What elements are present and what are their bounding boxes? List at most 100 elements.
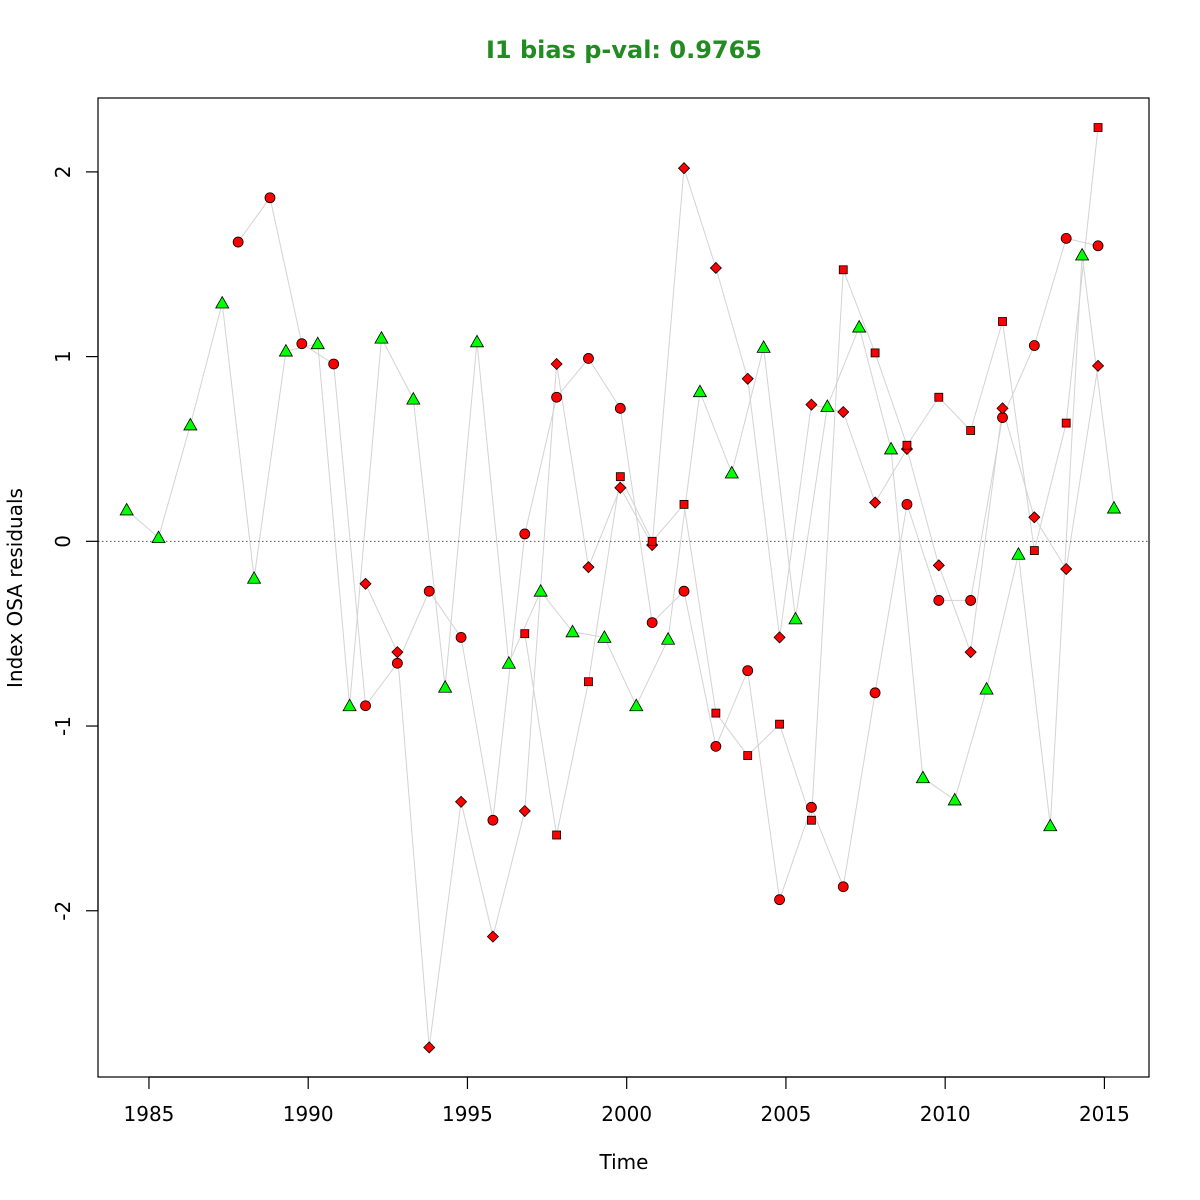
- data-point-triangle: [851, 319, 867, 333]
- data-point-square: [775, 719, 784, 729]
- data-point-diamond: [423, 1041, 436, 1054]
- data-point-square: [552, 830, 562, 840]
- data-point-triangle: [597, 630, 612, 643]
- data-point-square: [807, 815, 816, 825]
- y-tick-label: 0: [51, 535, 75, 548]
- data-point-diamond: [964, 646, 977, 659]
- data-point-diamond: [773, 631, 786, 644]
- data-point-diamond: [582, 561, 595, 574]
- data-point-circle: [837, 881, 849, 893]
- data-point-diamond: [518, 804, 531, 818]
- data-point-square: [838, 265, 848, 275]
- data-point-triangle: [183, 417, 198, 431]
- data-point-diamond: [741, 372, 754, 385]
- series-line-diamond: [365, 168, 1099, 1048]
- data-point-square: [743, 751, 753, 760]
- y-axis: -2 -1 0 1 2: [51, 166, 99, 921]
- data-point-triangle: [1074, 247, 1090, 261]
- data-point-diamond: [805, 398, 818, 411]
- data-point-circle: [1060, 232, 1072, 244]
- y-axis-label: Index OSA residuals: [3, 488, 27, 688]
- data-point-square: [615, 472, 625, 482]
- plot-frame: [97, 97, 1150, 1078]
- data-point-triangle: [979, 681, 994, 695]
- data-point-circle: [264, 192, 276, 204]
- data-point-circle: [901, 498, 913, 510]
- data-point-diamond: [391, 646, 404, 659]
- data-point-triangle: [788, 611, 803, 625]
- data-point-triangle: [374, 330, 389, 344]
- data-point-triangle: [947, 792, 962, 806]
- data-point-circle: [678, 585, 690, 597]
- data-point-diamond: [869, 496, 882, 509]
- data-point-diamond: [932, 559, 945, 572]
- data-point-diamond: [614, 481, 627, 494]
- data-point-square: [679, 499, 689, 509]
- data-point-triangle: [151, 530, 166, 544]
- data-point-triangle: [119, 502, 134, 516]
- data-point-circle: [360, 700, 371, 712]
- x-tick-label: 1990: [283, 1102, 334, 1126]
- data-point-triangle: [820, 399, 835, 412]
- data-point-triangle: [1043, 818, 1058, 832]
- data-point-triangle: [342, 698, 357, 712]
- data-point-triangle: [278, 343, 294, 357]
- data-point-circle: [455, 631, 467, 643]
- series-line-triangle: [126, 254, 1115, 826]
- data-point-triangle: [724, 465, 739, 479]
- data-point-circle: [519, 528, 531, 540]
- data-point-circle: [933, 595, 945, 606]
- data-point-square: [711, 708, 721, 718]
- data-point-square: [520, 629, 530, 639]
- data-point-circle: [551, 391, 563, 403]
- x-tick-label: 2000: [601, 1102, 652, 1126]
- series-markers: [119, 123, 1122, 1054]
- data-point-triangle: [469, 334, 485, 348]
- x-tick-label: 2005: [760, 1102, 811, 1126]
- data-point-triangle: [246, 570, 262, 584]
- series-line-square: [524, 127, 1099, 836]
- data-point-circle: [328, 358, 340, 370]
- data-point-square: [1029, 546, 1039, 555]
- data-point-triangle: [437, 679, 453, 693]
- x-axis-label: Time: [599, 1150, 649, 1174]
- data-point-circle: [806, 801, 817, 813]
- data-point-circle: [1028, 340, 1040, 351]
- data-point-diamond: [486, 930, 499, 943]
- data-point-diamond: [1091, 359, 1105, 372]
- data-point-triangle: [310, 336, 325, 350]
- data-point-circle: [710, 740, 722, 752]
- data-point-triangle: [883, 441, 899, 455]
- data-point-circle: [965, 595, 977, 606]
- data-point-square: [966, 426, 976, 435]
- x-tick-label: 2010: [920, 1102, 971, 1126]
- data-point-circle: [742, 665, 754, 677]
- data-point-circle: [296, 338, 308, 350]
- data-point-diamond: [677, 162, 691, 175]
- y-tick-label: -2: [51, 901, 75, 921]
- data-point-square: [1061, 418, 1071, 428]
- data-point-square: [934, 392, 944, 402]
- data-point-triangle: [915, 770, 931, 784]
- data-point-circle: [583, 353, 594, 364]
- x-tick-label: 2015: [1079, 1102, 1130, 1126]
- data-point-diamond: [1060, 562, 1073, 576]
- data-point-circle: [646, 617, 658, 628]
- data-point-circle: [423, 585, 435, 597]
- x-tick-label: 1985: [124, 1102, 175, 1126]
- data-point-circle: [232, 236, 244, 248]
- y-tick-label: 2: [51, 166, 75, 179]
- series-lines: [126, 127, 1115, 1048]
- data-point-circle: [487, 814, 499, 826]
- data-point-diamond: [837, 405, 850, 419]
- data-point-square: [870, 348, 880, 358]
- x-tick-label: 1995: [442, 1102, 493, 1126]
- data-point-diamond: [996, 402, 1009, 415]
- data-point-circle: [869, 687, 881, 699]
- data-point-triangle: [660, 631, 676, 645]
- data-point-triangle: [1011, 546, 1026, 560]
- data-point-square: [902, 440, 912, 450]
- data-point-triangle: [1106, 500, 1122, 514]
- data-point-triangle: [565, 624, 580, 638]
